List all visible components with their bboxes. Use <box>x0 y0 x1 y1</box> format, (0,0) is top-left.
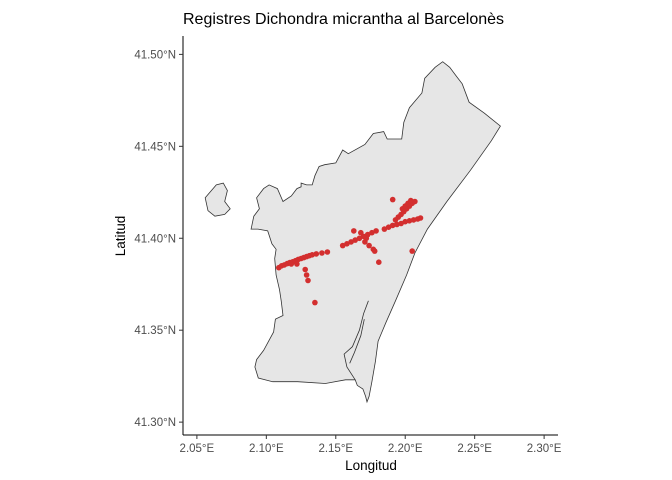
islet-outline <box>204 182 231 217</box>
record-point <box>352 237 359 243</box>
record-point <box>406 218 413 224</box>
map-panel <box>204 61 501 404</box>
record-point <box>409 248 416 254</box>
y-tick-label: 41.40°N <box>134 233 176 245</box>
record-points <box>276 196 424 306</box>
y-tick-label: 41.35°N <box>134 325 176 337</box>
record-point <box>362 239 368 245</box>
record-point <box>417 215 424 221</box>
map-title: Registres Dichondra micrantha al Barcelo… <box>183 11 504 28</box>
record-point <box>376 259 382 266</box>
record-point <box>371 248 378 254</box>
record-point <box>369 229 375 236</box>
x-tick-label: 2.25°E <box>457 443 492 455</box>
record-point <box>408 197 414 204</box>
record-point <box>319 250 325 256</box>
port-outline <box>343 300 369 381</box>
record-point <box>389 222 396 229</box>
record-point <box>366 242 372 249</box>
y-tick-label: 41.30°N <box>134 417 176 429</box>
record-point <box>288 261 295 267</box>
record-point <box>402 218 409 225</box>
record-point <box>358 229 364 236</box>
record-point <box>294 261 300 267</box>
record-point <box>303 272 310 278</box>
record-point <box>389 196 396 203</box>
record-point <box>339 242 346 249</box>
record-point <box>381 226 388 232</box>
port-line <box>343 300 369 381</box>
y-tick-label: 41.45°N <box>134 141 176 153</box>
record-point <box>356 235 363 242</box>
x-tick-label: 2.05°E <box>180 443 215 455</box>
x-tick-label: 2.20°E <box>388 443 423 455</box>
x-tick-label: 2.10°E <box>249 443 284 455</box>
y-tick-label: 41.50°N <box>134 49 176 61</box>
y-axis-ticks: 41.30°N 41.35°N 41.40°N 41.45°N 41.50°N <box>134 49 183 429</box>
record-point <box>394 221 400 228</box>
record-point <box>351 228 357 234</box>
record-point <box>373 228 379 234</box>
x-tick-label: 2.30°E <box>527 443 562 455</box>
record-point <box>313 251 320 257</box>
record-point <box>324 249 331 255</box>
record-point <box>302 266 309 273</box>
record-point <box>305 277 311 284</box>
y-axis-title: Latitud <box>113 216 128 257</box>
record-point <box>312 299 318 306</box>
port-line <box>349 319 365 364</box>
record-point <box>344 241 350 247</box>
x-axis-ticks: 2.05°E 2.10°E 2.15°E 2.20°E 2.25°E 2.30°E <box>180 435 562 455</box>
x-axis-title: Longitud <box>345 458 397 473</box>
x-tick-label: 2.15°E <box>318 443 353 455</box>
